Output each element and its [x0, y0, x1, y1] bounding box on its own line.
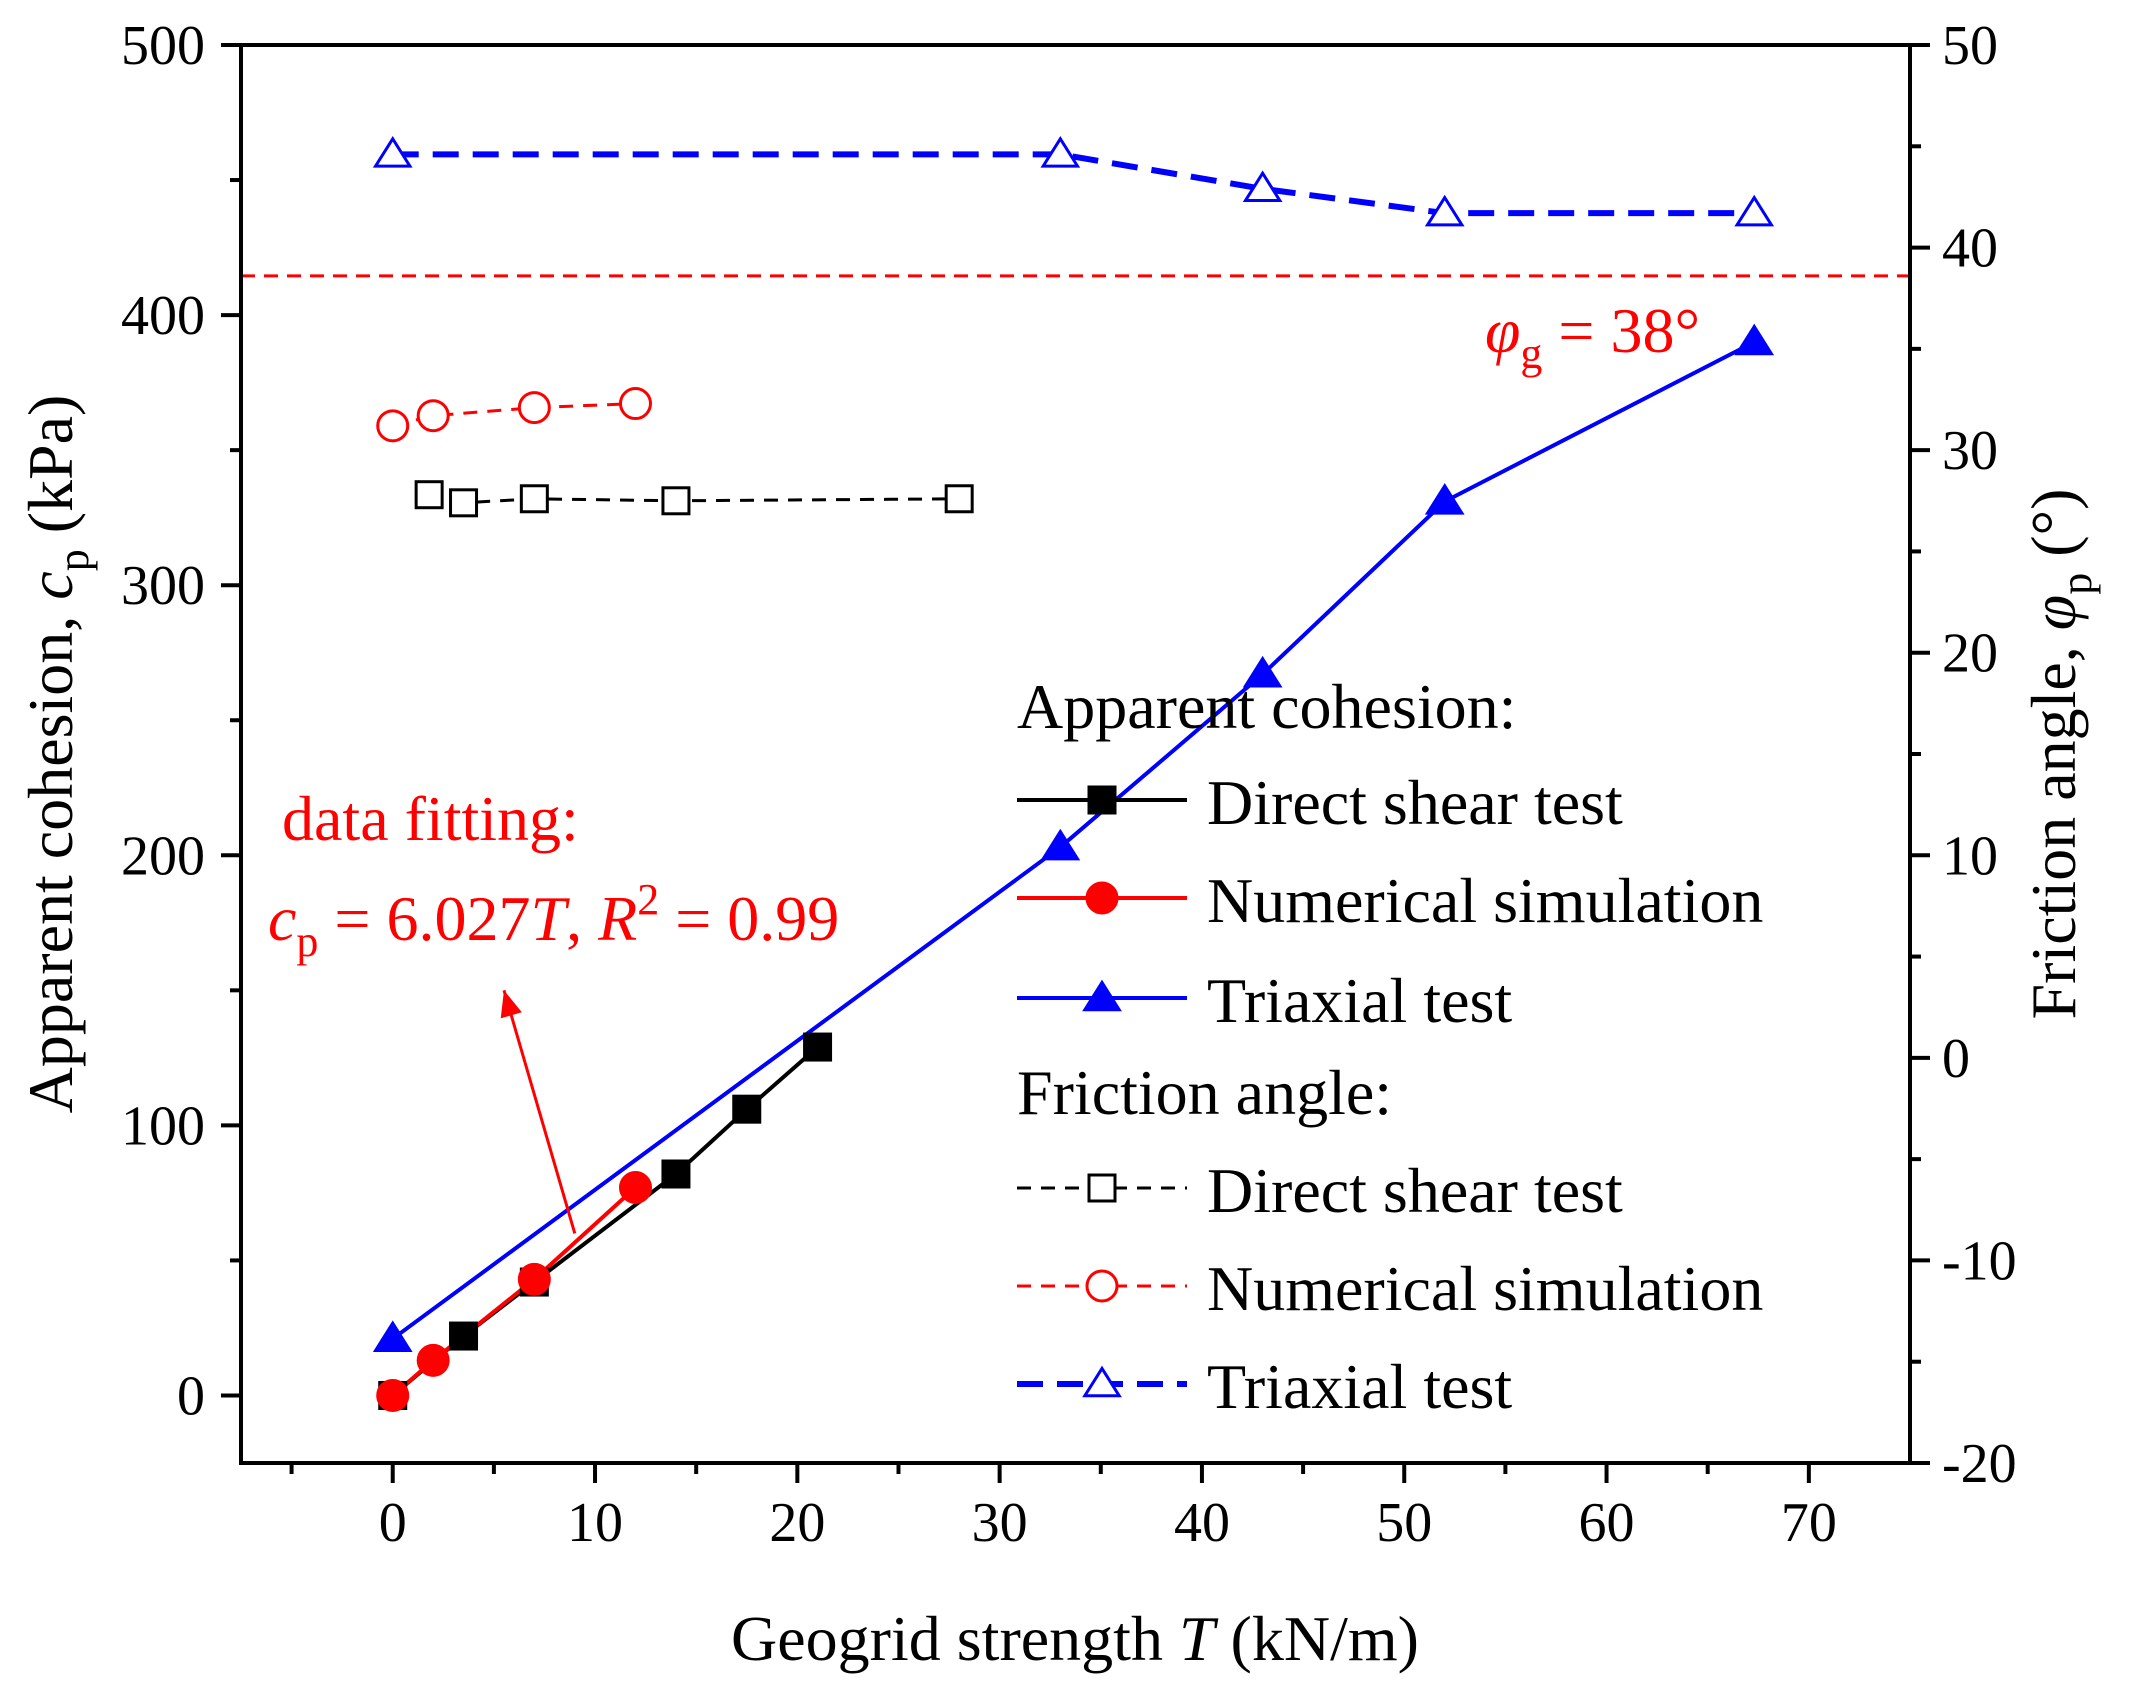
legend-label-friction-direct-shear: Direct shear test: [1207, 1155, 1623, 1226]
y-right-tick-label: 30: [1942, 420, 1998, 482]
x-axis-title: Geogrid strength T (kN/m): [731, 1603, 1419, 1674]
y-axis-right-title: Friction angle, φp (°): [2018, 489, 2101, 1020]
legend-label-cohesion-triaxial: Triaxial test: [1207, 965, 1512, 1036]
legend-swatch-marker-cohesion-0: [1087, 785, 1117, 815]
cohesion-point-1-1: [416, 1343, 450, 1377]
friction-point-1-2: [517, 391, 551, 425]
cohesion-point-1-2: [517, 1262, 551, 1296]
x-tick-label: 0: [379, 1492, 407, 1554]
friction-point-0-3: [661, 486, 691, 516]
cohesion-point-2-2: [1242, 655, 1283, 688]
legend-swatches: [1017, 785, 1187, 1398]
friction-series-line-2: [392, 151, 1755, 217]
y-right-tick-label: 20: [1942, 623, 1998, 685]
annotation-arrow-head: [500, 990, 522, 1019]
x-tick-label: 30: [972, 1492, 1028, 1554]
annotation-arrow-layer: [500, 989, 577, 1234]
legend: Apparent cohesion: Direct shear test Num…: [1017, 671, 1763, 1422]
legend-swatch-marker-cohesion-2: [1082, 979, 1122, 1012]
friction-point-2-3: [1424, 194, 1465, 227]
legend-label-cohesion-direct-shear: Direct shear test: [1207, 767, 1623, 838]
x-tick-label: 40: [1174, 1492, 1230, 1554]
cohesion-point-1-3: [618, 1171, 652, 1205]
cohesion-point-2-3: [1424, 483, 1465, 515]
legend-swatch-marker-friction-0: [1087, 1173, 1117, 1203]
friction-series-line-1: [392, 402, 636, 428]
y-axis-left-title: Apparent cohesion, cp (kPa): [15, 395, 98, 1114]
friction-point-0-2: [519, 484, 549, 514]
friction-point-2-2: [1242, 170, 1283, 203]
legend-label-cohesion-numerical: Numerical simulation: [1207, 865, 1763, 936]
x-tick-label: 50: [1376, 1492, 1432, 1554]
series-markers-layer: [372, 135, 1775, 1412]
cohesion-point-0-5: [803, 1032, 833, 1062]
y-left-tick-label: 500: [121, 15, 205, 77]
cohesion-point-0-3: [661, 1159, 691, 1189]
y-left-tick-label: 200: [121, 825, 205, 887]
cohesion-point-2-1: [1040, 828, 1081, 861]
ticks-layer: 0 10 20 30 40 50 60 70 0 100 200 300 400 500 -20 -10 0 10…: [121, 15, 2017, 1554]
annotation-arrow-shaft: [502, 989, 577, 1234]
y-right-tick-label: 10: [1942, 825, 1998, 887]
legend-label-friction-triaxial: Triaxial test: [1207, 1351, 1512, 1422]
y-right-tick-label: -20: [1942, 1433, 2017, 1495]
y-right-tick-label: -10: [1942, 1230, 2017, 1292]
friction-point-2-0: [372, 135, 413, 168]
plot-frame: [239, 43, 1912, 1465]
friction-point-2-4: [1734, 194, 1775, 227]
y-right-tick-label: 40: [1942, 218, 1998, 280]
y-left-tick-label: 100: [121, 1095, 205, 1157]
cohesion-point-2-4: [1734, 323, 1775, 356]
x-tick-label: 20: [769, 1492, 825, 1554]
legend-swatch-marker-friction-2: [1082, 1365, 1122, 1398]
friction-point-0-4: [944, 484, 974, 514]
friction-point-1-0: [376, 409, 410, 443]
legend-swatch-marker-friction-1: [1085, 1269, 1119, 1303]
x-tick-label: 70: [1781, 1492, 1837, 1554]
y-left-tick-label: 0: [177, 1365, 205, 1427]
legend-label-friction-numerical: Numerical simulation: [1207, 1253, 1763, 1324]
annotation-equation: cp = 6.027T, R2 = 0.99: [268, 875, 839, 966]
annotation-line1: data fitting:: [282, 783, 579, 854]
x-tick-label: 10: [567, 1492, 623, 1554]
cohesion-point-0-1: [449, 1321, 479, 1351]
friction-point-0-1: [449, 488, 479, 518]
y-right-tick-label: 0: [1942, 1028, 1970, 1090]
cohesion-series-line-1: [391, 1186, 637, 1398]
legend-header-friction: Friction angle:: [1017, 1057, 1392, 1128]
cohesion-point-1-0: [376, 1378, 410, 1412]
cohesion-point-2-0: [372, 1320, 413, 1352]
y-left-tick-label: 300: [121, 555, 205, 617]
legend-header-cohesion: Apparent cohesion:: [1017, 671, 1516, 742]
friction-point-1-3: [618, 387, 652, 421]
reference-label: φg = 38°: [1485, 295, 1700, 378]
cohesion-point-0-4: [732, 1094, 762, 1124]
x-tick-label: 60: [1579, 1492, 1635, 1554]
y-right-tick-label: 50: [1942, 15, 1998, 77]
friction-point-1-1: [416, 399, 450, 433]
friction-point-0-0: [414, 480, 444, 510]
friction-point-2-1: [1040, 135, 1081, 168]
legend-swatch-marker-cohesion-1: [1085, 881, 1119, 915]
y-left-tick-label: 400: [121, 285, 205, 347]
